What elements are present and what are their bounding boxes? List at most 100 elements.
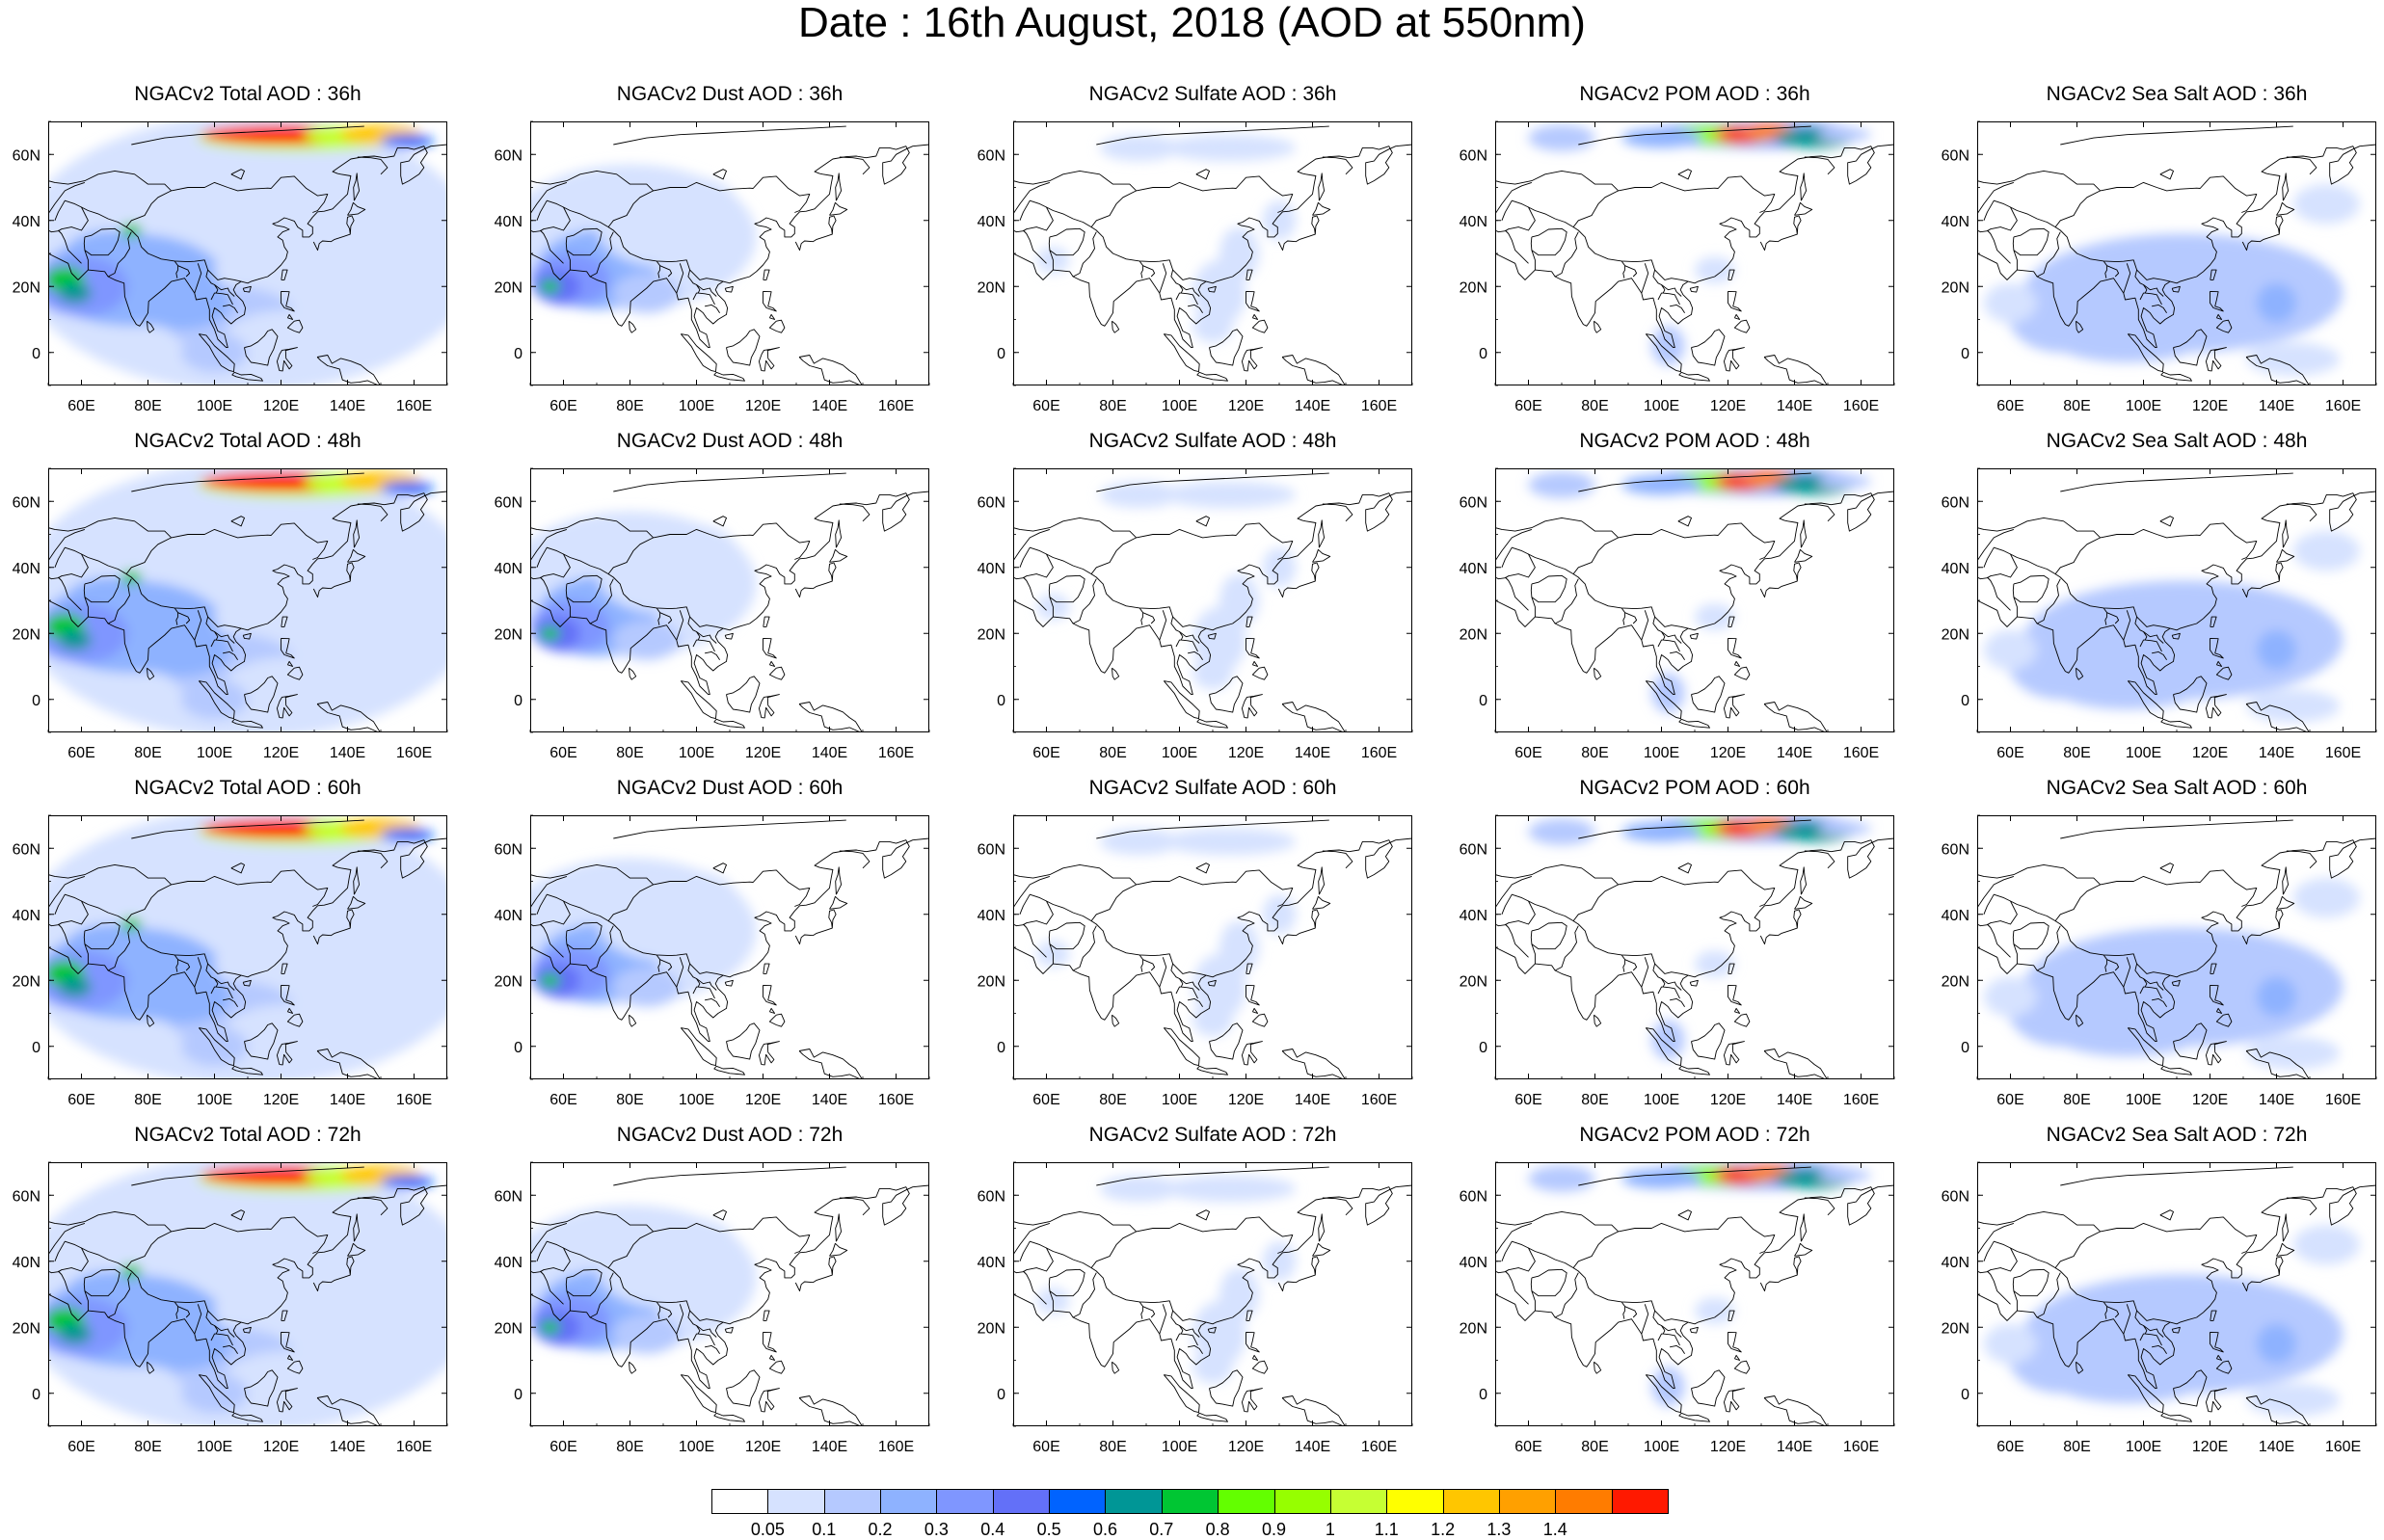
colorbar-swatch: [1498, 1489, 1557, 1514]
coastline: [540, 576, 564, 611]
coastline: [839, 1197, 871, 1216]
coastline: [1983, 199, 2171, 282]
lon-tick-label: 140E: [2259, 745, 2294, 761]
aod-map: 60E 80E 100E 120E 140E 160E 60N 40N 20N 0: [1460, 814, 1895, 1108]
panel-title: NGACv2 Sulfate AOD : 48h: [1088, 430, 1337, 452]
panel-title: NGACv2 Sea Salt AOD : 60h: [2046, 777, 2308, 799]
aod-field: [1651, 1020, 1685, 1060]
aod-field: [1528, 471, 1595, 498]
coastline: [1090, 522, 1294, 574]
coastline: [2036, 578, 2061, 624]
panel-title: NGACv2 POM AOD : 72h: [1579, 1124, 1810, 1146]
coastline: [1251, 1007, 1259, 1014]
aod-field: [131, 623, 231, 677]
lat-tick-label: 40N: [978, 561, 1005, 577]
coastline: [1983, 1240, 2171, 1323]
coastline: [2173, 1022, 2208, 1060]
coastline: [276, 694, 298, 719]
coastline: [1495, 1210, 1620, 1233]
aod-field: [224, 309, 371, 363]
coastline: [2012, 227, 2049, 256]
coastline: [692, 1333, 699, 1341]
aod-field: [1695, 256, 1735, 283]
coastline: [530, 206, 571, 233]
coastline: [1733, 1007, 1741, 1014]
coastline: [1072, 578, 1097, 624]
coastline: [1281, 355, 1346, 385]
coastline: [1691, 676, 1726, 713]
coastline: [2205, 1041, 2227, 1066]
coastline: [705, 651, 720, 660]
coastline: [347, 1242, 366, 1257]
lon-tick-label: 160E: [1361, 1092, 1397, 1108]
coastline: [2241, 562, 2284, 598]
aod-colorbar: 0.05 0.1 0.2 0.3 0.4 0.5 0.6 0.7 0.8 0.9 1 1.1 1.2 1.…: [711, 1489, 1669, 1539]
coastline: [1723, 1388, 1745, 1413]
coastline: [286, 1007, 294, 1014]
coastline: [58, 229, 82, 264]
lat-tick-label: 60N: [13, 1188, 40, 1205]
lat-tick-label: 20N: [13, 1320, 40, 1337]
coastline: [1495, 528, 1533, 562]
coastline: [1987, 923, 2011, 958]
lon-tick-label: 80E: [1099, 745, 1126, 761]
aod-field: [1528, 1165, 1595, 1192]
aod-field: [131, 1316, 231, 1370]
coastline: [107, 1272, 132, 1318]
coastline: [680, 680, 717, 720]
coastline: [1678, 1412, 1710, 1422]
lat-tick-label: 0: [997, 693, 1005, 709]
map-panel: NGACv2 POM AOD : 48h 60E 80E 100E 120E 140E 16…: [1460, 430, 1895, 761]
coastline: [1977, 206, 2018, 233]
aod-field: [1817, 1168, 1871, 1182]
coastline: [530, 863, 655, 886]
colorbar-label: 0.7: [1149, 1520, 1174, 1539]
lat-tick-label: 20N: [978, 973, 1005, 990]
coastline: [726, 329, 761, 366]
lat-tick-label: 40N: [1460, 214, 1487, 230]
lat-tick-label: 0: [1479, 346, 1487, 362]
coastline: [726, 1022, 761, 1060]
lat-tick-label: 20N: [1460, 973, 1487, 990]
lon-tick-label: 140E: [2259, 1092, 2294, 1108]
coastline: [205, 269, 233, 305]
coastline: [1554, 1272, 1579, 1318]
coastline: [1728, 1331, 1742, 1353]
coastline: [835, 866, 843, 895]
coastline: [763, 984, 777, 1006]
panel-title: NGACv2 Sulfate AOD : 60h: [1088, 777, 1337, 799]
panel-title: NGACv2 Sulfate AOD : 36h: [1088, 83, 1337, 105]
coastline: [2036, 231, 2061, 278]
aod-field: [1262, 894, 1297, 935]
aod-field: [1192, 1003, 1233, 1037]
coastline: [530, 170, 655, 192]
coastline: [1804, 1197, 1835, 1216]
coastline: [1246, 290, 1260, 312]
map-panel: NGACv2 Sea Salt AOD : 36h 60E 80E 100E 120E 1…: [1942, 83, 2377, 414]
coastline: [726, 676, 761, 713]
coastline: [242, 979, 252, 987]
coastline: [230, 516, 245, 527]
coastline: [1495, 517, 1620, 539]
coastline: [276, 1041, 298, 1066]
lat-tick-label: 0: [514, 1387, 522, 1403]
coastline: [242, 632, 252, 640]
coastline: [244, 1022, 279, 1060]
map-panel: NGACv2 Sulfate AOD : 60h 60E 80E 100E 120E 14…: [978, 777, 1413, 1108]
coastline: [2210, 984, 2224, 1006]
coastline: [1594, 1361, 1602, 1374]
coastline: [1495, 144, 1894, 349]
lon-tick-label: 80E: [2063, 1092, 2090, 1108]
aod-field: [1262, 200, 1297, 241]
lon-tick-label: 140E: [1295, 1439, 1330, 1455]
lon-tick-label: 120E: [745, 1092, 781, 1108]
coastline: [1013, 170, 1138, 192]
lon-tick-label: 60E: [1032, 1092, 1059, 1108]
coastline: [763, 963, 770, 974]
coastline: [1023, 576, 1047, 611]
coastline: [1322, 156, 1353, 175]
aod-field: [2246, 1036, 2341, 1070]
lat-tick-label: 60N: [13, 841, 40, 858]
coastline: [1677, 516, 1692, 527]
map-panel-grid: NGACv2 Total AOD : 36h 60E 80E 100E 120E 140E…: [13, 83, 2377, 1455]
